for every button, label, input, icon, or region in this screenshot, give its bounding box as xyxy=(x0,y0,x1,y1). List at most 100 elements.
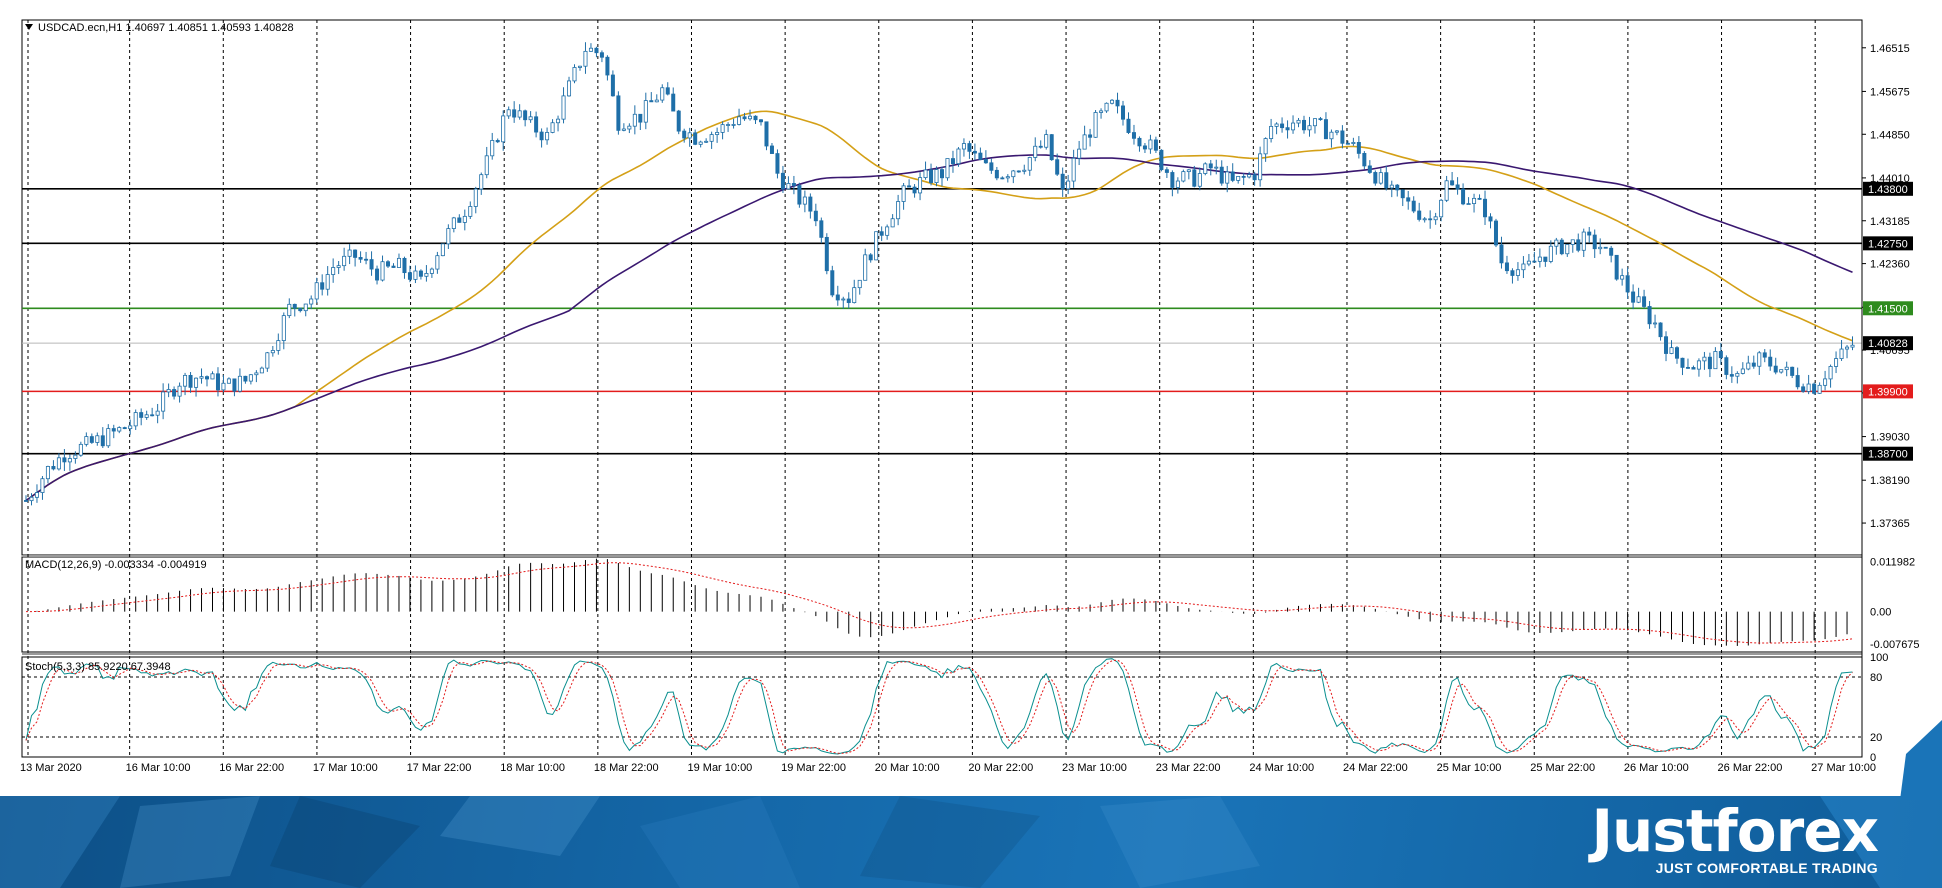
macd-signal-line xyxy=(26,562,1853,644)
candle-body xyxy=(1400,189,1405,199)
candle-body xyxy=(1740,368,1745,374)
candle-body xyxy=(1828,366,1833,380)
chart-canvas: 0.011982 0.00 -0.007675 100 80 20 0 1.46515 1.… xyxy=(20,19,1920,774)
candle-body xyxy=(1565,244,1570,255)
candle-body xyxy=(594,47,599,54)
candle-body xyxy=(868,254,873,261)
candle-body xyxy=(797,185,802,205)
candle-body xyxy=(34,492,39,498)
candle-body xyxy=(117,427,122,432)
candle-body xyxy=(45,466,50,480)
candle-body xyxy=(429,268,434,274)
candle-body xyxy=(73,454,78,459)
price-tick-label: 1.37365 xyxy=(1870,518,1910,530)
candle-body xyxy=(1658,322,1663,338)
candle-body xyxy=(748,115,753,120)
candle-body xyxy=(1312,118,1317,127)
candle-body xyxy=(1718,351,1723,359)
window-menu-icon[interactable] xyxy=(25,24,33,30)
candle-body xyxy=(835,294,840,301)
candle-body xyxy=(671,93,676,112)
candle-body xyxy=(1345,142,1350,145)
candle-body xyxy=(336,265,341,268)
candle-body xyxy=(1674,347,1679,359)
current-price-box xyxy=(1863,336,1913,351)
candle-body xyxy=(221,382,226,391)
candle-body xyxy=(270,350,275,354)
candle-body xyxy=(1016,170,1021,173)
candle-body xyxy=(1696,360,1701,370)
candle-body xyxy=(1186,169,1191,173)
candle-body xyxy=(1664,336,1669,354)
candle-body xyxy=(1834,358,1839,367)
stoch-tick-label: 100 xyxy=(1870,652,1888,664)
candle-body xyxy=(473,188,478,207)
level-label-box xyxy=(1863,236,1913,251)
candle-body xyxy=(1038,145,1043,148)
candle-body xyxy=(1269,125,1274,139)
candle-body xyxy=(298,307,303,312)
candle-body xyxy=(1356,142,1361,154)
candle-body xyxy=(62,457,67,463)
candle-body xyxy=(1197,173,1202,187)
level-label-text: 1.39900 xyxy=(1868,386,1908,398)
candle-body xyxy=(265,352,270,369)
candle-body xyxy=(1559,239,1564,255)
candle-body xyxy=(758,119,763,123)
candle-body xyxy=(1762,352,1767,358)
candle-body xyxy=(413,270,418,280)
candle-body xyxy=(1378,172,1383,184)
candle-body xyxy=(1049,134,1054,161)
candle-body xyxy=(1088,134,1093,138)
candle-body xyxy=(583,50,588,67)
candle-body xyxy=(1164,169,1169,173)
level-label-box xyxy=(1863,301,1913,316)
candle-body xyxy=(490,140,495,157)
price-tick-label: 1.39030 xyxy=(1870,432,1910,444)
candle-body xyxy=(1066,180,1071,190)
candle-body xyxy=(874,231,879,261)
candle-body xyxy=(1214,166,1219,169)
candle-body xyxy=(254,372,259,376)
candle-body xyxy=(720,124,725,133)
price-tick-label: 1.45675 xyxy=(1870,86,1910,98)
candle-body xyxy=(945,158,950,179)
candle-body xyxy=(380,261,385,281)
moving-averages xyxy=(25,110,1853,502)
candle-body xyxy=(51,466,56,470)
candle-body xyxy=(1702,356,1707,362)
candle-body xyxy=(188,374,193,388)
candle-body xyxy=(940,169,945,179)
candle-body xyxy=(967,143,972,152)
candle-body xyxy=(457,217,462,223)
moving-average-line xyxy=(25,154,1853,502)
candle-body xyxy=(303,303,308,312)
candle-body xyxy=(1181,171,1186,182)
candle-body xyxy=(693,132,698,145)
candle-body xyxy=(1055,159,1060,175)
candle-body xyxy=(1773,365,1778,373)
candle-body xyxy=(1817,384,1822,394)
candle-body xyxy=(215,373,220,391)
time-label: 16 Mar 10:00 xyxy=(126,762,191,774)
candle-body xyxy=(183,374,188,387)
candle-body xyxy=(1022,169,1027,172)
price-tick-label: 1.43185 xyxy=(1870,216,1910,228)
time-label: 26 Mar 22:00 xyxy=(1718,762,1783,774)
candle-body xyxy=(972,150,977,154)
candle-body xyxy=(40,478,45,493)
footer-pattern xyxy=(0,796,1942,888)
candle-body xyxy=(950,158,955,165)
candle-body xyxy=(205,376,210,380)
candle-body xyxy=(1680,357,1685,368)
candle-body xyxy=(1082,134,1087,150)
candle-body xyxy=(1142,145,1147,150)
candle-body xyxy=(715,132,720,135)
candle-body xyxy=(599,52,604,58)
candle-body xyxy=(451,217,456,229)
candle-body xyxy=(802,196,807,205)
candle-body xyxy=(1790,366,1795,376)
candle-body xyxy=(391,265,396,268)
stoch-main-line xyxy=(25,658,1853,755)
candle-body xyxy=(1433,216,1438,221)
